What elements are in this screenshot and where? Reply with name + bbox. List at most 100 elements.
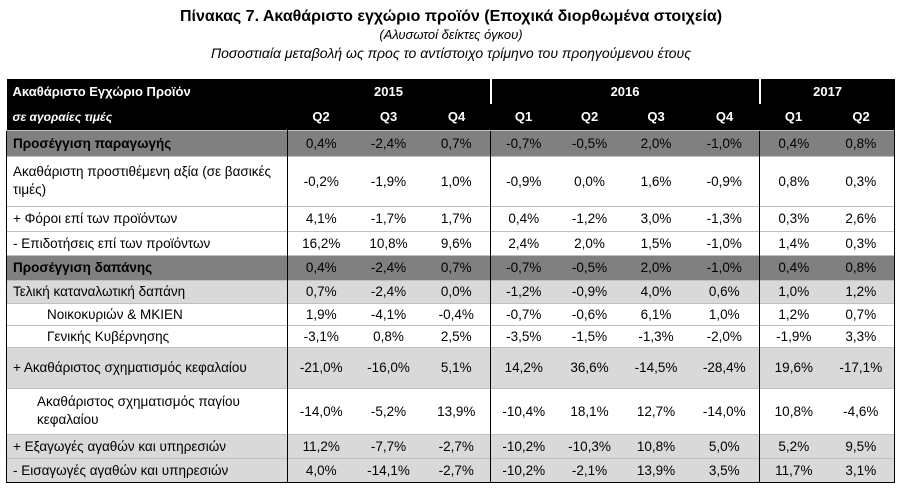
row-label: Ακαθάριστη προστιθέμενη αξία (σε βασικές… (6, 155, 288, 206)
table-subtitle-change: Ποσοστιαία μεταβολή ως προς το αντίστοιχ… (210, 45, 692, 61)
table-cell: -1,7% (354, 205, 423, 231)
row-label: + Ακαθάριστος σχηματισμός κεφαλαίου (6, 346, 288, 388)
table-row: + Εξαγωγές αγαθών και υπηρεσιών 11,2% -7,7… (6, 433, 896, 458)
table-cell: 10,8% (759, 387, 828, 434)
table-cell: 1,0% (422, 155, 491, 206)
table-cell: -3,1% (287, 324, 355, 347)
table-cell: 0,0% (422, 279, 491, 303)
table-cell: 13,9% (422, 387, 491, 434)
table-cell: 0,6% (689, 279, 760, 303)
table-cell: -21,0% (287, 346, 355, 388)
table-cell: -2,0% (689, 324, 760, 347)
quarter-header: Q3 (354, 104, 423, 130)
table-cell: 1,7% (422, 205, 491, 231)
table-cell: -28,4% (689, 346, 760, 388)
table-cell: 1,5% (622, 230, 690, 255)
table-cell: 11,7% (759, 457, 828, 483)
table-cell: -0,9% (689, 155, 760, 206)
table-cell: -1,9% (759, 324, 828, 347)
row-label: + Φόροι επί των προϊόντων (6, 205, 288, 231)
table-cell: 2,0% (556, 230, 623, 255)
table-cell: -1,2% (490, 279, 557, 303)
quarter-header: Q2 (556, 104, 623, 130)
year-2017: 2017 (758, 79, 895, 104)
table-cell: -1,9% (354, 155, 423, 206)
quarter-header: Q1 (759, 104, 828, 130)
table-cell: 4,1% (287, 205, 355, 231)
table-cell: 6,1% (622, 302, 690, 325)
table-title: Πίνακας 7. Ακαθάριστο εγχώριο προϊόν (Επ… (179, 8, 723, 25)
table-cell: 3,0% (622, 205, 690, 231)
table-cell: -2,1% (556, 457, 623, 483)
row-label: - Εισαγωγές αγαθών και υπηρεσιών (6, 457, 288, 483)
quarter-header: Q4 (422, 104, 491, 130)
table-cell: -10,3% (556, 433, 623, 458)
table-cell: 4,0% (622, 279, 690, 303)
table-row: - Εισαγωγές αγαθών και υπηρεσιών 4,0% -14,… (6, 457, 896, 483)
row-label: Ακαθάριστος σχηματισμός παγίου κεφαλαίου (6, 387, 288, 434)
table-cell: 2,0% (622, 129, 690, 156)
table-row: - Επιδοτήσεις επί των προϊόντων 16,2% 10,8… (6, 230, 896, 255)
quarter-header: Q1 (490, 104, 557, 130)
table-cell: -2,4% (354, 129, 423, 156)
table-cell: -10,2% (490, 433, 557, 458)
table-cell: 0,4% (759, 129, 828, 156)
table-cell: -14,0% (287, 387, 355, 434)
table-row: Ακαθάριστη προστιθέμενη αξία (σε βασικές… (6, 155, 896, 206)
row-label: Προσέγγιση παραγωγής (6, 129, 288, 156)
table-cell: -1,2% (556, 205, 623, 231)
table-cell: 0,7% (422, 129, 491, 156)
table-cell: -2,7% (422, 433, 491, 458)
row-label: Γενικής Κυβέρνησης (6, 324, 288, 347)
table-cell: -0,4% (422, 302, 491, 325)
table-cell: -2,4% (354, 254, 423, 280)
table-cell: 2,0% (622, 254, 690, 280)
quarter-header: Q4 (689, 104, 760, 130)
table-cell: 3,3% (827, 324, 896, 347)
table-cell: -1,3% (689, 205, 760, 231)
table-cell: 14,2% (490, 346, 557, 388)
table-cell: 2,6% (827, 205, 896, 231)
table-cell: 0,3% (759, 205, 828, 231)
table-cell: 13,9% (622, 457, 690, 483)
table-cell: -16,0% (354, 346, 423, 388)
table-cell: 1,0% (759, 279, 828, 303)
gdp-table: Ακαθάριστο Εγχώριο Προϊόν 2015 2016 2017… (6, 79, 896, 483)
table-cell: -0,6% (556, 302, 623, 325)
table-cell: 36,6% (556, 346, 623, 388)
table-row: Τελική καταναλωτική δαπάνη 0,7% -2,4% 0,0% -… (6, 279, 896, 303)
table-cell: 1,4% (759, 230, 828, 255)
table-cell: 0,4% (287, 129, 355, 156)
row-label: Τελική καταναλωτική δαπάνη (6, 279, 288, 303)
table-cell: 3,1% (827, 457, 896, 483)
table-cell: 1,6% (622, 155, 690, 206)
table-cell: -17,1% (827, 346, 896, 388)
table-cell: 9,5% (827, 433, 896, 458)
table-cell: -10,4% (490, 387, 557, 434)
row-label: - Επιδοτήσεις επί των προϊόντων (6, 230, 288, 255)
table-subtitle-index: (Αλυσωτοί δείκτες όγκου) (379, 27, 523, 42)
table-row: Νοικοκυριών & ΜΚΙΕΝ 1,9% -4,1% -0,4% -0,7% -0… (6, 302, 896, 325)
table-cell: -1,3% (622, 324, 690, 347)
table-header: Πίνακας 7. Ακαθάριστο εγχώριο προϊόν (Επ… (0, 7, 902, 62)
table-cell: -7,7% (354, 433, 423, 458)
table-row: Προσέγγιση παραγωγής 0,4% -2,4% 0,7% -0,7% -0… (6, 129, 896, 156)
table-cell: -14,0% (689, 387, 760, 434)
table-cell: 1,2% (827, 279, 896, 303)
table-cell: 1,2% (759, 302, 828, 325)
table-cell: 5,2% (759, 433, 828, 458)
row-label: + Εξαγωγές αγαθών και υπηρεσιών (6, 433, 288, 458)
table-cell: -3,5% (490, 324, 557, 347)
quarter-header: Q2 (287, 104, 355, 130)
table-cell: 0,3% (827, 230, 896, 255)
table-cell: -14,1% (354, 457, 423, 483)
table-cell: 0,4% (287, 254, 355, 280)
table-cell: 0,4% (490, 205, 557, 231)
table-cell: 2,4% (490, 230, 557, 255)
table-cell: -4,6% (827, 387, 896, 434)
table-cell: -0,9% (490, 155, 557, 206)
table-cell: 11,2% (287, 433, 355, 458)
table-cell: -10,2% (490, 457, 557, 483)
table-cell: 0,8% (827, 129, 896, 156)
table-cell: -0,7% (490, 129, 557, 156)
